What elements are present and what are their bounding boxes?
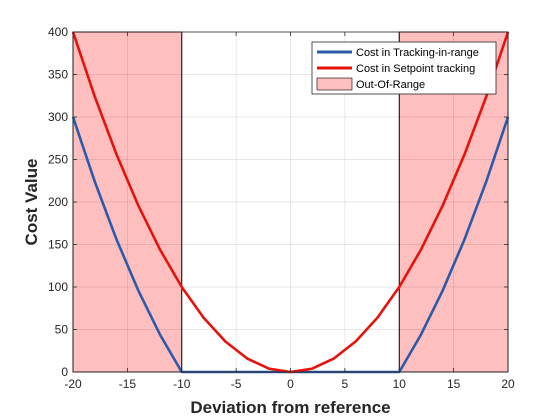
y-tick-label: 250 bbox=[48, 153, 68, 167]
y-tick-label: 400 bbox=[48, 25, 68, 39]
x-tick-label: 0 bbox=[287, 377, 294, 391]
x-tick-label: 5 bbox=[342, 377, 349, 391]
x-axis-title: Deviation from reference bbox=[190, 398, 390, 417]
y-tick-label: 50 bbox=[55, 323, 69, 337]
y-tick-label: 100 bbox=[48, 280, 68, 294]
legend-label-setpoint-tracking: Cost in Setpoint tracking bbox=[356, 63, 475, 75]
y-tick-label: 200 bbox=[48, 195, 68, 209]
y-tick-label: 150 bbox=[48, 238, 68, 252]
y-axis-title: Cost Value bbox=[22, 159, 41, 246]
y-tick-label: 350 bbox=[48, 68, 68, 82]
x-tick-label: 10 bbox=[393, 377, 407, 391]
y-tick-label: 0 bbox=[61, 365, 68, 379]
legend: Cost in Tracking-in-range Cost in Setpoi… bbox=[311, 41, 497, 95]
legend-swatch-out-of-range bbox=[316, 77, 353, 91]
x-tick-label: 15 bbox=[447, 377, 461, 391]
x-tick-label: -20 bbox=[64, 377, 82, 391]
x-tick-label: -5 bbox=[231, 377, 242, 391]
x-tick-label: -15 bbox=[119, 377, 137, 391]
x-tick-label: -10 bbox=[173, 377, 191, 391]
legend-label-tracking-in-range: Cost in Tracking-in-range bbox=[356, 47, 479, 59]
legend-label-out-of-range: Out-Of-Range bbox=[356, 79, 425, 91]
x-tick-label: 20 bbox=[501, 377, 515, 391]
ticks: -20 -15 -10 -5 0 5 10 15 20050100150200250300350… bbox=[48, 25, 515, 391]
y-tick-label: 300 bbox=[48, 110, 68, 124]
